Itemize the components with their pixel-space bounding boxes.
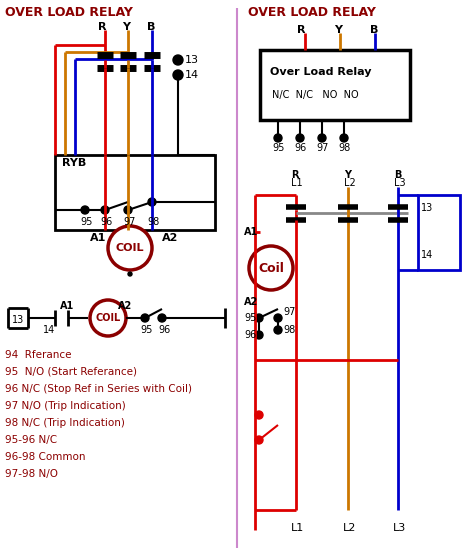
Text: L2: L2 bbox=[344, 178, 356, 188]
Text: R: R bbox=[291, 170, 299, 180]
Circle shape bbox=[141, 314, 149, 322]
Circle shape bbox=[274, 134, 282, 142]
Text: B: B bbox=[370, 25, 378, 35]
Text: A1: A1 bbox=[244, 227, 258, 237]
Circle shape bbox=[173, 70, 183, 80]
Circle shape bbox=[255, 331, 263, 339]
Circle shape bbox=[274, 314, 282, 322]
Circle shape bbox=[296, 134, 304, 142]
Text: B: B bbox=[394, 170, 401, 180]
Text: 14: 14 bbox=[185, 70, 199, 80]
Circle shape bbox=[255, 436, 263, 444]
Text: 94  Rferance: 94 Rferance bbox=[5, 350, 72, 360]
Circle shape bbox=[108, 226, 152, 270]
Text: 95: 95 bbox=[80, 217, 92, 227]
Text: Y: Y bbox=[122, 22, 130, 32]
Text: 13: 13 bbox=[185, 55, 199, 65]
Text: 98: 98 bbox=[338, 143, 350, 153]
Text: 97: 97 bbox=[316, 143, 328, 153]
Circle shape bbox=[90, 300, 126, 336]
Text: L3: L3 bbox=[393, 523, 406, 533]
Text: 95  N/O (Start Referance): 95 N/O (Start Referance) bbox=[5, 367, 137, 377]
Text: 97-98 N/O: 97-98 N/O bbox=[5, 469, 58, 479]
Text: RYB: RYB bbox=[62, 158, 86, 168]
Text: Y: Y bbox=[334, 25, 342, 35]
Circle shape bbox=[340, 134, 348, 142]
Text: OVER LOAD RELAY: OVER LOAD RELAY bbox=[248, 6, 376, 19]
Text: 96: 96 bbox=[100, 217, 112, 227]
Text: 96: 96 bbox=[158, 325, 170, 335]
Text: 98: 98 bbox=[283, 325, 295, 335]
Text: Over Load Relay: Over Load Relay bbox=[270, 67, 372, 77]
Text: N/C  N/C   NO  NO: N/C N/C NO NO bbox=[272, 90, 359, 100]
Circle shape bbox=[128, 272, 132, 276]
Bar bbox=[418, 195, 460, 270]
Text: A2: A2 bbox=[118, 301, 132, 311]
Circle shape bbox=[81, 206, 89, 214]
Text: R: R bbox=[297, 25, 306, 35]
Text: L3: L3 bbox=[394, 178, 406, 188]
Circle shape bbox=[255, 314, 263, 322]
Text: Y: Y bbox=[344, 170, 351, 180]
Text: B: B bbox=[147, 22, 155, 32]
Text: 14: 14 bbox=[421, 250, 433, 260]
Text: A2: A2 bbox=[162, 233, 178, 243]
Circle shape bbox=[148, 198, 156, 206]
Text: COIL: COIL bbox=[116, 243, 144, 253]
Circle shape bbox=[318, 134, 326, 142]
Text: 96: 96 bbox=[294, 143, 306, 153]
Text: 96 N/C (Stop Ref in Series with Coil): 96 N/C (Stop Ref in Series with Coil) bbox=[5, 384, 192, 394]
Text: COIL: COIL bbox=[95, 313, 120, 323]
Text: R: R bbox=[98, 22, 107, 32]
Circle shape bbox=[101, 206, 109, 214]
Text: 95: 95 bbox=[140, 325, 152, 335]
Text: 97: 97 bbox=[123, 217, 136, 227]
Bar bbox=[55, 155, 215, 230]
Circle shape bbox=[255, 411, 263, 419]
Circle shape bbox=[173, 55, 183, 65]
Text: OVER LOAD RELAY: OVER LOAD RELAY bbox=[5, 6, 133, 19]
Circle shape bbox=[249, 246, 293, 290]
Text: 13: 13 bbox=[12, 315, 24, 325]
Bar bbox=[260, 50, 410, 120]
Text: L1: L1 bbox=[291, 523, 304, 533]
Text: L2: L2 bbox=[343, 523, 356, 533]
Text: L1: L1 bbox=[291, 178, 302, 188]
Text: A1: A1 bbox=[60, 301, 74, 311]
Text: 96-98 Common: 96-98 Common bbox=[5, 452, 85, 462]
Text: 95: 95 bbox=[244, 313, 256, 323]
Text: 98 N/C (Trip Indication): 98 N/C (Trip Indication) bbox=[5, 418, 125, 428]
Text: 95-96 N/C: 95-96 N/C bbox=[5, 435, 57, 445]
Circle shape bbox=[124, 206, 132, 214]
Circle shape bbox=[274, 326, 282, 334]
Text: Coil: Coil bbox=[258, 262, 284, 274]
Text: 97: 97 bbox=[283, 307, 295, 317]
Text: 14: 14 bbox=[43, 325, 55, 335]
Text: 98: 98 bbox=[147, 217, 159, 227]
Text: A1: A1 bbox=[90, 233, 106, 243]
Circle shape bbox=[158, 314, 166, 322]
Text: 95: 95 bbox=[272, 143, 284, 153]
Text: 13: 13 bbox=[421, 203, 433, 213]
Text: A2: A2 bbox=[244, 297, 258, 307]
Text: 96: 96 bbox=[244, 330, 256, 340]
Text: 97 N/O (Trip Indication): 97 N/O (Trip Indication) bbox=[5, 401, 126, 411]
